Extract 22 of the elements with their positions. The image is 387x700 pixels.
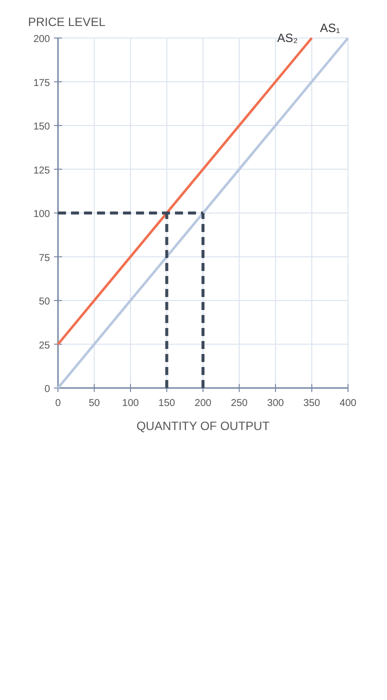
y-tick-label: 125	[33, 165, 50, 176]
y-tick-label: 75	[38, 252, 50, 264]
y-tick-label: 0	[44, 384, 50, 395]
y-tick-label: 100	[33, 209, 50, 220]
series-label: AS₁	[320, 21, 340, 35]
x-tick-label: 250	[230, 398, 248, 409]
x-axis-title: QUANTITY OF OUTPUT	[136, 419, 270, 433]
y-axis-title: PRICE LEVEL	[28, 15, 106, 29]
x-tick-label: 100	[122, 398, 140, 409]
y-tick-label: 25	[38, 340, 50, 352]
x-tick-label: 350	[303, 398, 321, 409]
x-tick-label: 0	[55, 398, 62, 409]
y-tick-label: 50	[38, 296, 50, 308]
x-tick-label: 300	[267, 398, 284, 409]
x-tick-label: 400	[340, 398, 357, 409]
y-tick-label: 150	[33, 122, 50, 132]
x-tick-label: 200	[194, 398, 212, 409]
series-label: AS₂	[277, 31, 298, 45]
x-tick-label: 50	[88, 398, 100, 409]
y-tick-label: 200	[33, 34, 50, 45]
y-tick-label: 175	[33, 78, 50, 89]
x-tick-label: 150	[158, 398, 176, 409]
